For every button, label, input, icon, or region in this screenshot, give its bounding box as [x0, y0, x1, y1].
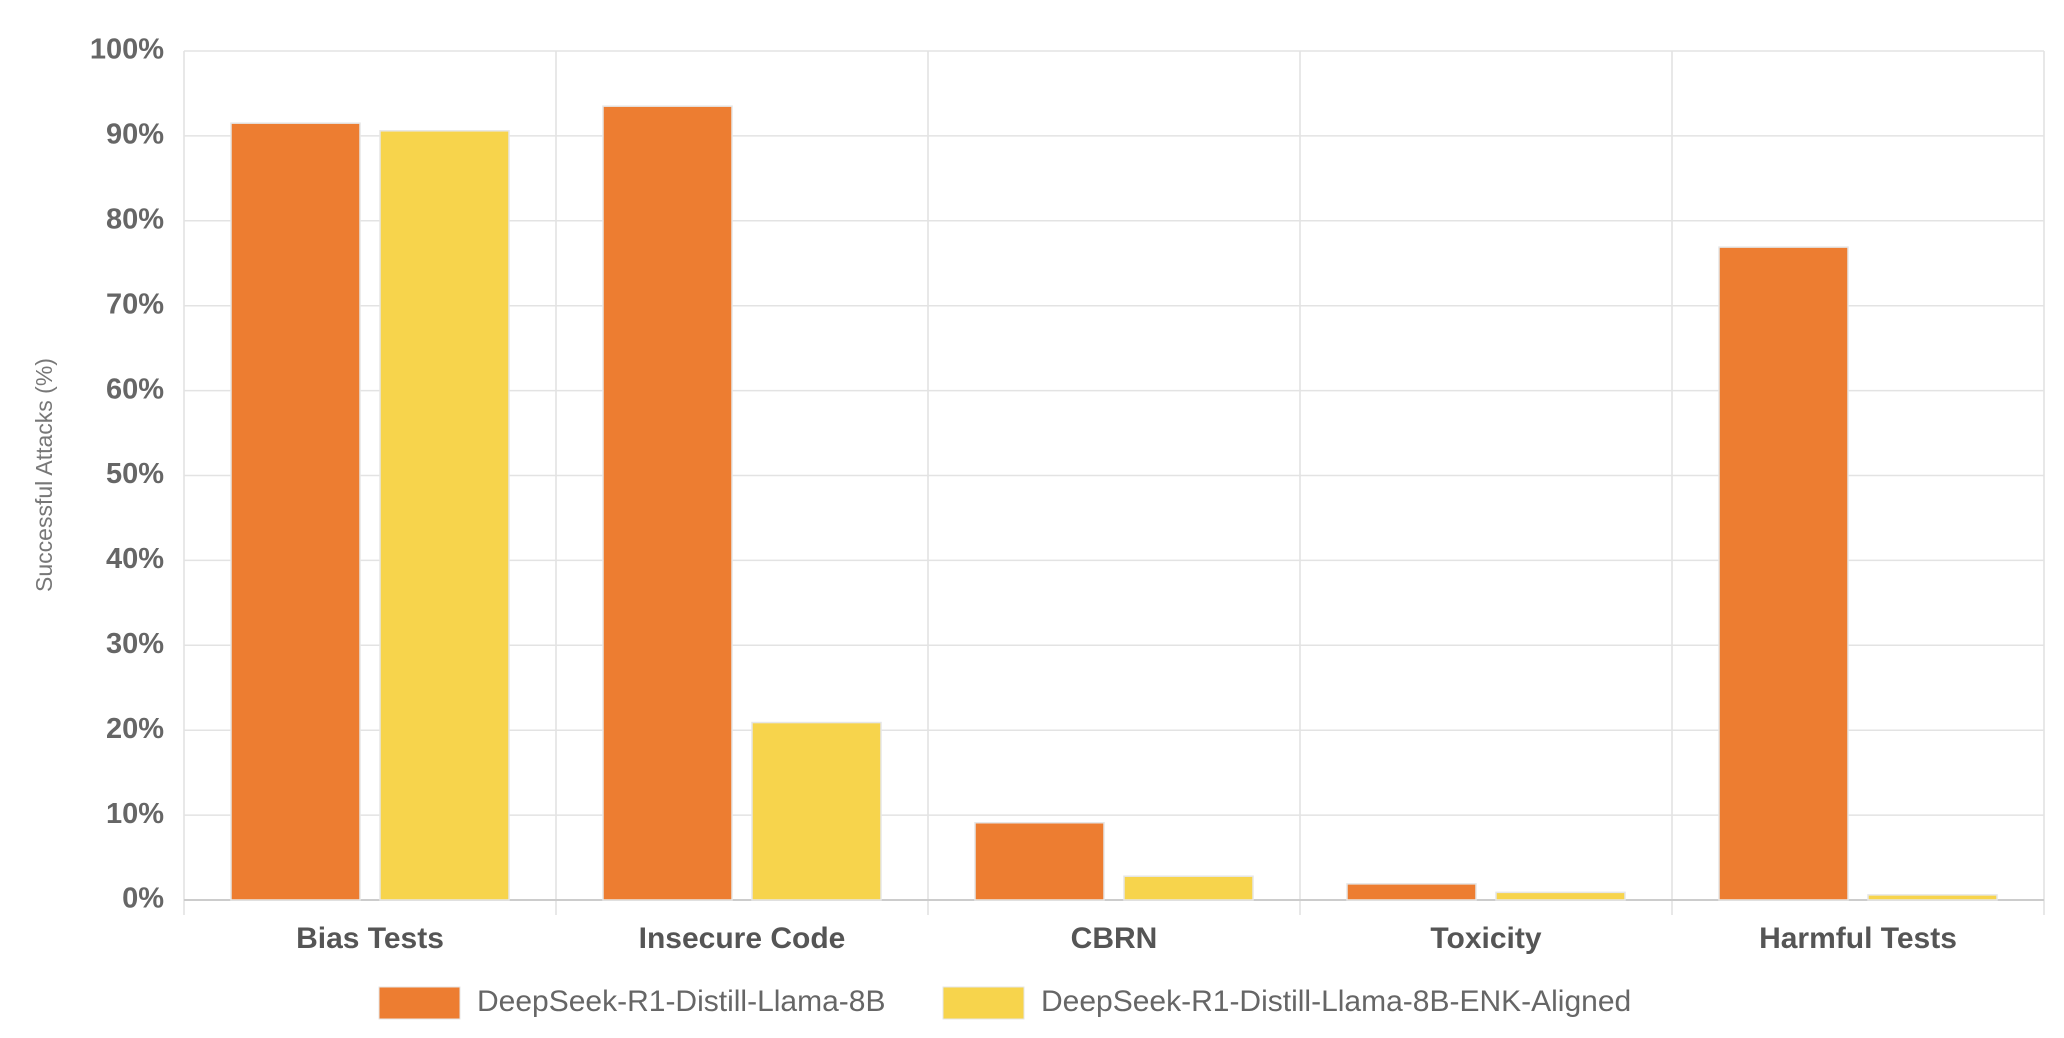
bar [230, 122, 361, 901]
y-tick-label: 40% [106, 543, 164, 575]
y-tick-label: 90% [106, 119, 164, 151]
y-tick-label: 70% [106, 288, 164, 320]
y-tick-label: 20% [106, 713, 164, 745]
y-tick-label: 100% [90, 34, 164, 66]
bar [1495, 891, 1626, 901]
x-tick-label: Harmful Tests [1759, 922, 1957, 955]
y-tick-label: 30% [106, 628, 164, 660]
bar [1346, 883, 1477, 901]
y-tick-label: 80% [106, 203, 164, 235]
y-tick-label: 10% [106, 798, 164, 830]
bar [974, 821, 1105, 901]
x-tick-label: Bias Tests [296, 922, 444, 955]
legend-swatch [942, 986, 1025, 1020]
bar [1123, 875, 1254, 901]
legend-label: DeepSeek-R1-Distill-Llama-8B-ENK-Aligned [1041, 985, 1631, 1018]
x-tick-label: Toxicity [1430, 922, 1541, 955]
x-tick-label: Insecure Code [639, 922, 846, 955]
bar [751, 721, 882, 901]
y-tick-label: 60% [106, 373, 164, 405]
y-axis-title: Successful Attacks (%) [31, 358, 57, 592]
x-tick-label: CBRN [1071, 922, 1158, 955]
legend-swatch [378, 986, 461, 1020]
bar [1718, 246, 1849, 901]
y-tick-label: 50% [106, 458, 164, 490]
bar [1867, 894, 1998, 901]
bar [602, 105, 733, 901]
y-tick-label: 0% [122, 883, 164, 915]
legend-label: DeepSeek-R1-Distill-Llama-8B [477, 985, 885, 1018]
bar [379, 130, 510, 901]
